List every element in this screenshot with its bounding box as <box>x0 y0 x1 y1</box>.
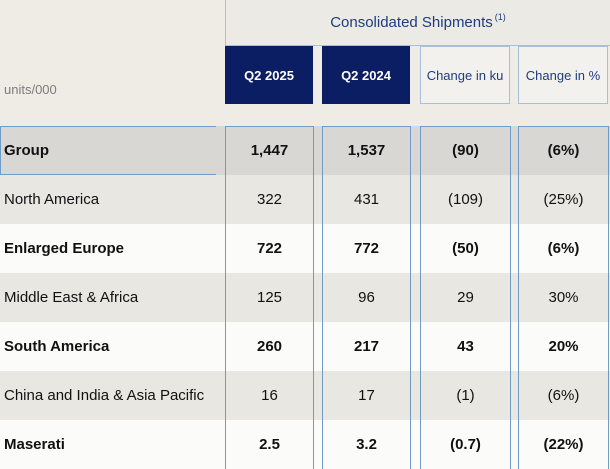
cell-change-ku: (90) <box>452 142 479 159</box>
consolidated-shipments-title: Consolidated Shipments <box>330 14 493 31</box>
column-frame-q2-2024 <box>322 126 411 469</box>
column-header-change-pct: Change in % <box>518 46 608 104</box>
cell-change-pct: (6%) <box>547 387 580 404</box>
column-frame-change-ku <box>420 126 511 469</box>
cell-q2-2024: 217 <box>353 338 380 355</box>
cell-change-pct: 20% <box>548 338 579 355</box>
cell-q2-2025: 322 <box>256 191 283 208</box>
table-row <box>0 224 610 273</box>
row-label: Maserati <box>4 436 65 453</box>
table-row <box>0 322 610 371</box>
cell-q2-2025: 2.5 <box>259 436 280 453</box>
column-header-change-ku: Change in ku <box>420 46 510 104</box>
cell-change-ku: (50) <box>452 240 479 257</box>
cell-q2-2024: 431 <box>353 191 380 208</box>
row-label: Middle East & Africa <box>4 289 139 306</box>
cell-q2-2024: 17 <box>358 387 375 404</box>
cell-q2-2025: 125 <box>256 289 283 306</box>
group-row-frame <box>0 126 216 175</box>
cell-q2-2025: 16 <box>261 387 278 404</box>
footnote-marker: (1) <box>494 11 506 22</box>
table-row <box>0 126 610 175</box>
row-label: North America <box>4 191 100 208</box>
cell-change-pct: 30% <box>548 289 579 306</box>
cell-change-pct: (22%) <box>543 436 584 453</box>
cell-change-ku: (1) <box>456 387 475 404</box>
cell-change-ku: 43 <box>457 338 474 355</box>
consolidated-shipments-header: Consolidated Shipments (1) <box>225 0 610 46</box>
cell-change-pct: (6%) <box>547 240 580 257</box>
cell-change-ku: 29 <box>457 289 474 306</box>
table-row <box>0 175 610 224</box>
row-label: China and India & Asia Pacific <box>4 387 205 404</box>
row-label: Enlarged Europe <box>4 240 125 257</box>
row-label: South America <box>4 338 110 355</box>
table-row <box>0 371 610 420</box>
cell-q2-2025: 1,447 <box>250 142 289 159</box>
cell-change-ku: (0.7) <box>450 436 481 453</box>
column-frame-q2-2025 <box>225 126 314 469</box>
cell-q2-2024: 1,537 <box>347 142 386 159</box>
column-header-q2-2025: Q2 2025 <box>225 46 313 104</box>
cell-q2-2024: 3.2 <box>356 436 377 453</box>
cell-q2-2024: 772 <box>353 240 380 257</box>
cell-q2-2025: 722 <box>256 240 283 257</box>
table-row <box>0 273 610 322</box>
row-label: Group <box>4 142 49 159</box>
cell-q2-2025: 260 <box>256 338 283 355</box>
column-frame-change-pct <box>518 126 609 469</box>
cell-change-pct: (6%) <box>547 142 580 159</box>
cell-q2-2024: 96 <box>358 289 375 306</box>
cell-change-pct: (25%) <box>543 191 584 208</box>
cell-change-ku: (109) <box>447 191 484 208</box>
units-label: units/000 <box>4 82 57 97</box>
table-row <box>0 420 610 469</box>
column-header-q2-2024: Q2 2024 <box>322 46 410 104</box>
